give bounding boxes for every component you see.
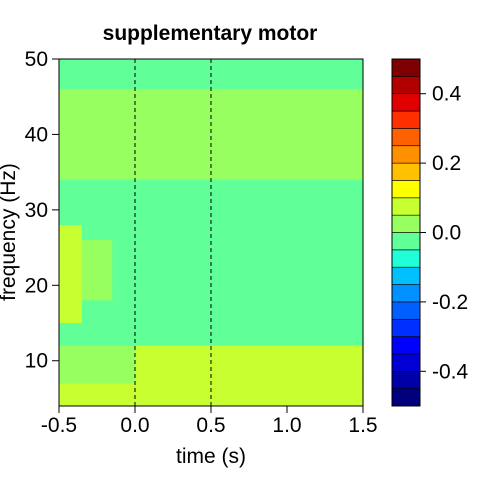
- heatmap-cell: [59, 224, 82, 324]
- colorbar-segment: [391, 128, 421, 147]
- colorbar-segment: [391, 336, 421, 355]
- colorbar-tick-label: -0.2: [432, 291, 468, 314]
- colorbar-segment: [391, 353, 421, 372]
- colorbar-segment: [391, 76, 421, 94]
- y-tick-label: 40: [25, 123, 48, 146]
- y-tick-label: 30: [25, 199, 48, 222]
- y-axis: 10 20 30 40 50: [25, 48, 59, 373]
- colorbar: 0.4 0.2 0.0 -0.2 -0.4: [391, 58, 469, 407]
- colorbar-segment: [391, 110, 421, 129]
- colorbar-segment: [391, 93, 421, 112]
- colorbar-segment: [391, 197, 421, 216]
- colorbar-segment: [391, 232, 421, 251]
- colorbar-tick-label: 0.0: [432, 222, 461, 245]
- colorbar-segment: [391, 318, 421, 337]
- colorbar-segment: [391, 214, 421, 233]
- chart-title: supplementary motor: [103, 22, 318, 45]
- y-tick-label: 50: [25, 48, 48, 71]
- heatmap-cell: [81, 240, 113, 301]
- colorbar-segment: [391, 145, 421, 164]
- x-tick-label: 0.5: [196, 414, 225, 437]
- colorbar-segment: [391, 249, 421, 268]
- heatmap-cell: [59, 345, 135, 384]
- x-tick-label: -0.5: [41, 414, 77, 437]
- x-axis-label: time (s): [176, 445, 246, 468]
- y-tick-label: 20: [25, 274, 48, 297]
- colorbar-tick-label: 0.2: [432, 152, 461, 175]
- x-tick-label: 0.0: [120, 414, 149, 437]
- heatmap-cell: [135, 338, 211, 384]
- colorbar-segment: [391, 370, 421, 389]
- colorbar-segment: [391, 58, 421, 77]
- colorbar-segment: [391, 162, 421, 181]
- colorbar-tick-label: -0.4: [432, 360, 469, 383]
- x-axis: -0.5 0.0 0.5 1.0 1.5: [41, 406, 378, 437]
- x-tick-label: 1.5: [348, 414, 377, 437]
- colorbar-segment: [391, 266, 421, 285]
- x-tick-label: 1.0: [272, 414, 301, 437]
- colorbar-segment: [391, 301, 421, 320]
- colorbar-segment: [391, 180, 421, 199]
- colorbar-segment: [391, 284, 421, 303]
- y-tick-label: 10: [25, 350, 48, 373]
- colorbar-tick-label: 0.4: [432, 83, 462, 106]
- colorbar-segment: [391, 388, 421, 407]
- plot-area: [58, 58, 364, 407]
- y-axis-label: frequency (Hz): [0, 163, 20, 301]
